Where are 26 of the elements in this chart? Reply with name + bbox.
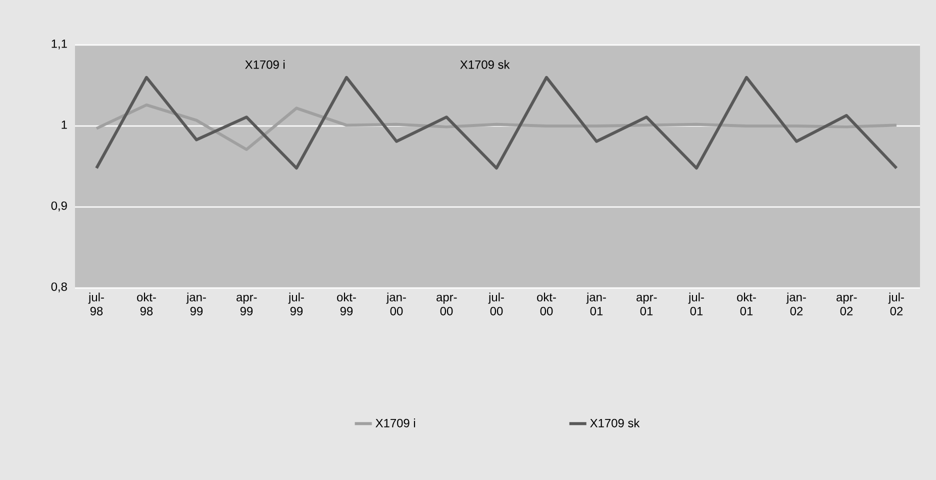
x-tick-label: okt-01	[737, 292, 756, 316]
y-tick-label: 0,9	[51, 201, 67, 212]
x-tick-label: okt-00	[537, 292, 556, 316]
y-tick-label: 1	[62, 120, 67, 129]
x-tick-label: apr-99	[236, 294, 257, 316]
x-tick-label: okt-98	[137, 292, 156, 316]
x-tick-label: apr-01	[636, 294, 657, 316]
annotation: X1709 i	[245, 60, 285, 69]
x-tick-label: jan-02	[786, 292, 806, 316]
x-tick-label: jul-98	[88, 292, 104, 316]
y-tick-label: 1,1	[52, 40, 67, 50]
annotation: X1709 sk	[460, 60, 510, 69]
y-tick-label: 0,8	[51, 282, 67, 292]
x-tick-label: okt-99	[337, 292, 356, 316]
x-tick-label: jan-01	[586, 292, 606, 316]
x-tick-label: jul-01	[688, 292, 704, 316]
x-tick-label: jan-99	[186, 292, 206, 316]
x-tick-label: apr-00	[436, 294, 457, 316]
x-tick-label: jul-00	[488, 292, 504, 316]
x-tick-label: jan-00	[386, 292, 406, 316]
line-series	[95, 76, 898, 170]
x-tick-label: jul-99	[288, 292, 304, 316]
x-tick-label: apr-02	[836, 294, 857, 316]
legend-label: X1709 sk	[590, 418, 640, 428]
x-tick-label: jul-02	[888, 292, 904, 316]
legend-label: X1709 i	[376, 418, 416, 428]
